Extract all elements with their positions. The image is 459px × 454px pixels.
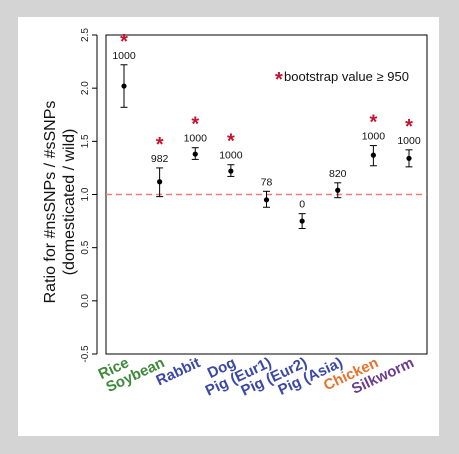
bootstrap-label: 78 bbox=[261, 176, 273, 188]
y-tick-label: 1.5 bbox=[80, 134, 91, 148]
y-axis-label-secondary: (domesticated / wild) bbox=[61, 129, 78, 276]
bootstrap-label: 1000 bbox=[397, 135, 421, 147]
bootstrap-label: 1000 bbox=[112, 50, 136, 62]
significance-star: * bbox=[120, 31, 128, 53]
y-axis-label: Ratio for #nsSNPs / #sSNPs bbox=[42, 101, 59, 304]
y-tick-label: 1.0 bbox=[80, 187, 91, 201]
bootstrap-label: 0 bbox=[299, 199, 305, 211]
scatter-chart: -0.50.00.51.01.52.02.5 1000*Rice982*Soyb… bbox=[42, 28, 428, 400]
y-tick-label: -0.5 bbox=[80, 345, 91, 363]
y-tick-label: 0.0 bbox=[80, 293, 91, 307]
bootstrap-label: 820 bbox=[329, 168, 347, 180]
significance-star: * bbox=[227, 131, 235, 153]
y-tick-label: 2.0 bbox=[80, 81, 91, 95]
bootstrap-label: 1000 bbox=[219, 150, 243, 162]
data-point bbox=[228, 168, 234, 174]
data-point bbox=[263, 197, 270, 203]
significance-star: * bbox=[405, 116, 413, 138]
bootstrap-label: 1000 bbox=[184, 133, 208, 145]
data-point bbox=[157, 179, 163, 185]
bootstrap-label: 1000 bbox=[362, 131, 386, 143]
figure-card: -0.5 0.0 0.5 1.0 1.5 2.0 2.5 1000 * Rice 982 * Soyb… bbox=[18, 17, 439, 436]
data-point bbox=[335, 187, 341, 193]
annotation-star: * bbox=[275, 69, 283, 91]
data-point bbox=[370, 152, 376, 158]
y-tick-label: 2.5 bbox=[80, 28, 91, 42]
annotation-text: bootstrap value ≥ 950 bbox=[284, 69, 409, 84]
data-point bbox=[406, 155, 412, 161]
bootstrap-label: 982 bbox=[151, 153, 169, 165]
significance-star: * bbox=[369, 112, 377, 134]
significance-star: * bbox=[156, 134, 164, 156]
data-point bbox=[121, 83, 127, 89]
data-point bbox=[192, 151, 198, 157]
significance-star: * bbox=[191, 114, 199, 136]
data-point bbox=[299, 218, 305, 224]
y-tick-label: 0.5 bbox=[80, 240, 91, 254]
